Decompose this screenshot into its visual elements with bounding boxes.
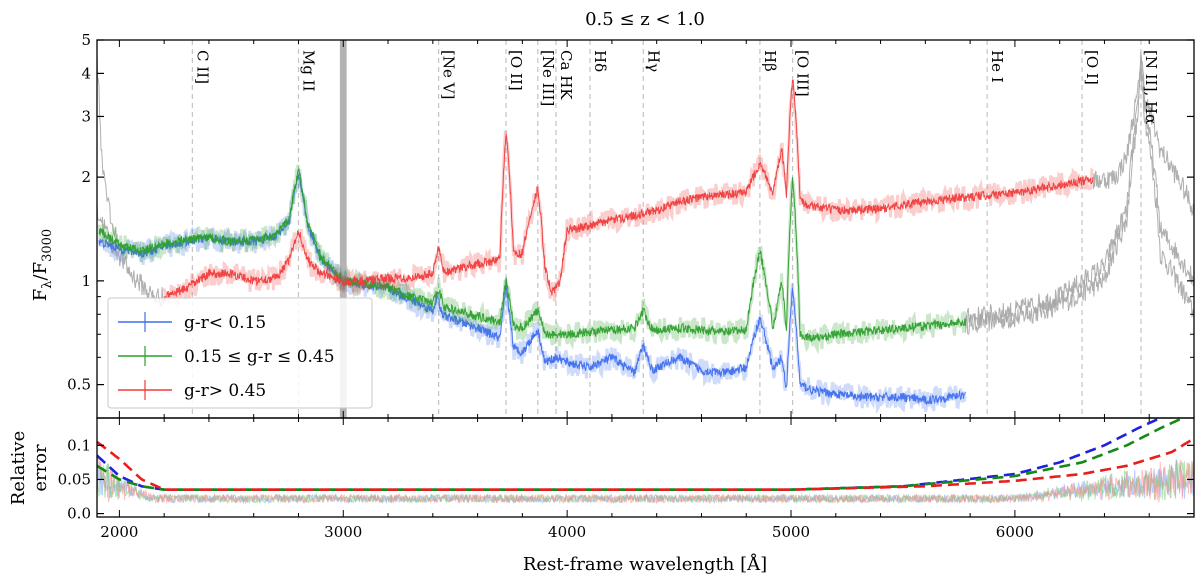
- line-label-ne-v: [Ne V]: [440, 50, 458, 99]
- error-curves: [97, 418, 1194, 491]
- ylabel-sub2: 3000: [40, 229, 55, 262]
- error-noise-red: [97, 458, 1194, 505]
- top-y-axis: 0.5 1 2 3 4 5: [67, 31, 1194, 419]
- line-label-mg-ii: Mg II: [299, 50, 317, 92]
- ylabel-mid: /F: [30, 262, 51, 281]
- top-ylabel: Fλ/F3000: [30, 229, 55, 301]
- line-label-o-iii: [O III]: [794, 50, 812, 97]
- composite-grey-blue-start: [97, 53, 120, 253]
- x-axis-label: Rest-frame wavelength [Å]: [523, 553, 767, 575]
- composite-line-1: [98, 168, 967, 343]
- ylabel-sub1: λ: [40, 280, 55, 288]
- line-label-ne-iii: [Ne III]: [539, 50, 557, 106]
- bottom-ylabel-line2: error: [30, 444, 51, 492]
- ylabel-main: F: [30, 289, 51, 302]
- line-label-h: Hβ: [761, 50, 779, 72]
- chart-title: 0.5 ≤ z < 1.0: [585, 9, 705, 30]
- bottom-panel-frame: [96, 417, 1195, 518]
- top-ytick-label-1: 1: [81, 272, 91, 290]
- bottom-ylabel-line1: Relative: [8, 431, 29, 506]
- top-panel: C II] Mg II [Ne V] [O II] [Ne III] Ca HK Hδ Hγ H…: [30, 31, 1195, 419]
- bottom-y-axis: 0.0 0.05 0.1: [58, 436, 1194, 523]
- top-ytick-label-4: 4: [81, 64, 91, 82]
- composite-error-band-2: [162, 85, 1094, 307]
- error-curve-green: [97, 418, 1184, 491]
- composite-grey-green-ext: [965, 52, 1194, 327]
- composite-line-0: [98, 174, 966, 406]
- line-label-h: Hδ: [591, 50, 609, 72]
- xtick-label-4000: 4000: [548, 523, 586, 541]
- line-label-n-ii-h: [N II], Hα: [1142, 50, 1160, 124]
- line-label-o-ii: [O II]: [507, 50, 525, 91]
- line-label-he-i: He I: [988, 50, 1006, 83]
- legend-box: [107, 297, 373, 409]
- x-axis: 2000 3000 4000 5000 6000: [100, 418, 1195, 541]
- top-ytick-label-5: 5: [81, 31, 91, 49]
- bot-ytick-label-0: 0.0: [67, 505, 91, 523]
- line-label-o-i: [O I]: [1083, 50, 1101, 85]
- top-ytick-label-2: 2: [81, 168, 91, 186]
- composite-grey-blue-ext: [965, 68, 1194, 335]
- legend: g-r< 0.15 0.15 ≤ g-r ≤ 0.45 g-r> 0.45: [107, 297, 373, 409]
- line-label-ca-hk: Ca HK: [557, 50, 575, 100]
- composite-grey-red-ext: [1092, 53, 1194, 216]
- line-label-c-ii: C II]: [193, 50, 211, 84]
- line-label-h: Hγ: [644, 50, 662, 72]
- xtick-label-2000: 2000: [100, 523, 138, 541]
- bot-ytick-label-2: 0.1: [67, 436, 91, 454]
- error-curve-red: [97, 437, 1194, 491]
- xtick-label-3000: 3000: [324, 523, 362, 541]
- error-curve-blue: [97, 418, 1161, 491]
- legend-items: g-r< 0.15 0.15 ≤ g-r ≤ 0.45 g-r> 0.45: [118, 312, 335, 401]
- normalization-band: [339, 40, 347, 418]
- normalization-band-rect: [339, 40, 347, 418]
- legend-label-2: g-r> 0.45: [184, 381, 266, 401]
- top-x-ticks: [118, 40, 1195, 418]
- emission-line-labels: C II] Mg II [Ne V] [O II] [Ne III] Ca HK Hδ Hγ H…: [193, 50, 1160, 124]
- legend-label-1: 0.15 ≤ g-r ≤ 0.45: [184, 347, 335, 367]
- xtick-label-5000: 5000: [772, 523, 810, 541]
- composite-line-2: [163, 79, 1094, 302]
- colored-composites: [97, 79, 1094, 415]
- error-noise: [97, 458, 1194, 505]
- top-ytick-label-3: 3: [81, 107, 91, 125]
- top-ytick-label-0: 0.5: [67, 376, 91, 394]
- legend-label-0: g-r< 0.15: [184, 313, 266, 333]
- bot-ytick-label-1: 0.05: [58, 470, 91, 488]
- bottom-panel: 0.0 0.05 0.1 2000 3000 4000 5000 6000 Relative…: [8, 417, 1195, 541]
- xtick-label-6000: 6000: [996, 523, 1034, 541]
